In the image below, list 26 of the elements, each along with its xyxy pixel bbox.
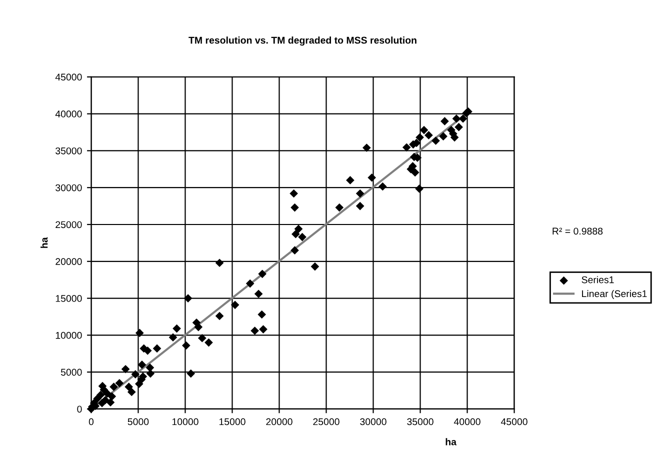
- y-axis-title: ha: [40, 237, 48, 248]
- y-tick-label: 45000: [55, 74, 82, 81]
- text: R² = 0.9888: [552, 228, 603, 235]
- x-tick-label: 15000: [219, 418, 246, 426]
- x-tick-label: 5000: [128, 418, 149, 426]
- y-tick-label: 15000: [56, 295, 82, 302]
- y-tick-label: 30000: [56, 184, 82, 192]
- chart-title: TM resolution vs. TM degraded to MSS resolution: [188, 36, 416, 46]
- x-tick-label: 0: [88, 418, 94, 426]
- y-tick-label: 5000: [60, 368, 82, 376]
- y-tick-label: 35000: [56, 147, 82, 154]
- y-tick-label: 40000: [55, 110, 82, 118]
- x-axis-title: ha: [446, 438, 457, 446]
- y-tick-label: 25000: [56, 221, 82, 228]
- y-tick-label: 10000: [56, 332, 82, 339]
- legend-label: Series1: [582, 276, 614, 284]
- x-tick-label: 20000: [266, 418, 292, 426]
- x-tick-label: 30000: [360, 418, 386, 426]
- x-tick-label: 25000: [313, 418, 340, 426]
- x-tick-label: 10000: [172, 418, 198, 426]
- x-tick-label: 45000: [500, 418, 528, 426]
- x-tick-label: 35000: [407, 418, 434, 426]
- x-tick-label: 40000: [454, 418, 480, 426]
- y-tick-label: 20000: [56, 258, 82, 266]
- legend-label: Linear (Series1: [582, 290, 647, 300]
- y-tick-label: 0: [77, 406, 82, 413]
